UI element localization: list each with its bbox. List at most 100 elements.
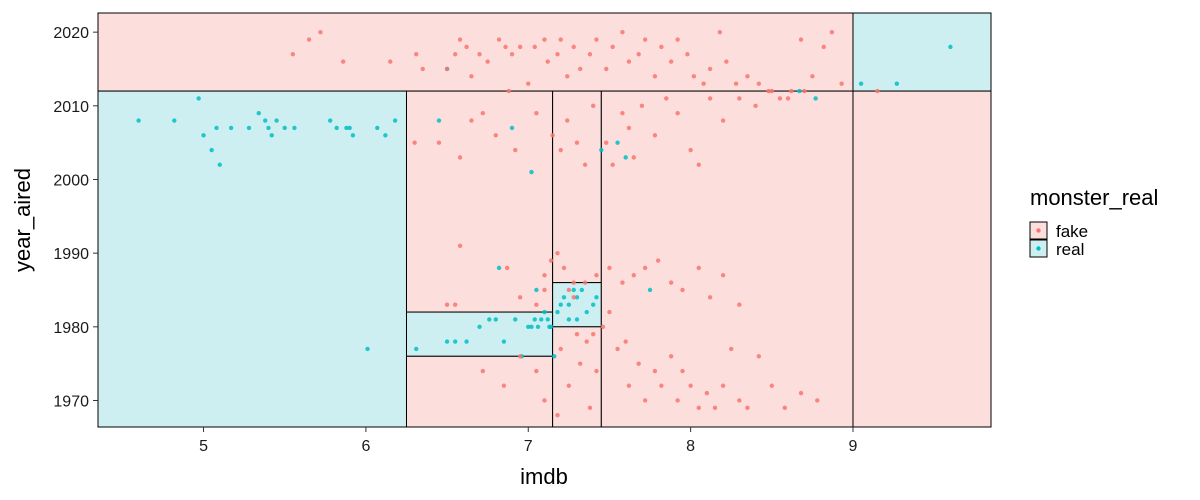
point-real-47: [558, 302, 563, 307]
point-fake-42: [707, 66, 713, 72]
point-fake-96: [571, 280, 576, 285]
point-real-66: [647, 287, 653, 293]
point-fake-86: [753, 103, 758, 109]
y-tick-label-1970: 1970: [53, 393, 89, 410]
point-fake-153: [566, 287, 572, 293]
point-fake-125: [642, 398, 648, 403]
point-real-22: [383, 133, 388, 138]
point-fake-100: [620, 280, 625, 285]
point-fake-114: [542, 287, 547, 293]
point-fake-62: [493, 133, 498, 138]
point-fake-128: [668, 354, 674, 359]
point-real-61: [529, 169, 534, 175]
point-fake-34: [642, 37, 648, 42]
point-fake-77: [639, 103, 645, 109]
point-fake-97: [582, 280, 588, 285]
point-fake-79: [664, 96, 669, 101]
point-fake-91: [504, 265, 510, 271]
point-real-35: [513, 317, 518, 322]
point-fake-38: [675, 37, 680, 42]
x-axis: 5 6 7 8 9: [199, 427, 858, 455]
point-fake-122: [623, 339, 628, 344]
legend-label-fake: fake: [1056, 222, 1088, 241]
point-fake-147: [534, 368, 539, 374]
point-real-49: [566, 302, 572, 307]
point-fake-139: [756, 354, 762, 359]
point-fake-138: [745, 405, 750, 411]
x-tick-label-6: 6: [361, 438, 370, 455]
point-fake-152: [587, 405, 593, 411]
point-fake-31: [620, 29, 625, 35]
point-fake-27: [587, 52, 593, 57]
legend-title: monster_real: [1030, 185, 1158, 210]
point-real-6: [217, 162, 222, 167]
point-fake-13: [485, 59, 490, 64]
point-fake-142: [798, 390, 804, 396]
legend-key-dot-real: [1036, 246, 1041, 251]
point-fake-70: [582, 162, 588, 167]
point-real-27: [414, 346, 419, 352]
point-fake-53: [821, 44, 826, 50]
point-real-21: [375, 125, 380, 131]
point-real-34: [501, 339, 507, 344]
point-fake-60: [469, 118, 474, 123]
point-fake-3: [340, 59, 346, 64]
point-fake-150: [566, 383, 572, 388]
point-real-65: [623, 155, 628, 160]
point-fake-75: [626, 125, 632, 131]
point-fake-154: [571, 295, 576, 300]
point-fake-22: [555, 52, 560, 57]
point-fake-115: [558, 346, 563, 352]
point-fake-30: [610, 44, 615, 50]
point-real-52: [579, 287, 585, 293]
point-real-45: [548, 324, 554, 330]
point-real-70: [894, 81, 900, 86]
point-real-15: [292, 125, 297, 131]
point-fake-8: [453, 52, 458, 57]
point-fake-141: [782, 405, 787, 411]
point-real-41: [539, 317, 544, 322]
point-real-16: [327, 118, 333, 123]
x-tick-label-7: 7: [524, 438, 533, 455]
point-real-19: [347, 125, 352, 131]
point-fake-51: [798, 37, 804, 42]
point-fake-76: [631, 155, 636, 160]
point-fake-110: [444, 302, 450, 307]
point-fake-127: [659, 383, 664, 388]
point-fake-83: [707, 96, 713, 101]
point-fake-14: [496, 37, 502, 42]
region-fake-0: [97, 12, 854, 92]
point-fake-113: [534, 302, 539, 307]
point-fake-58: [436, 140, 442, 145]
legend-item-real: real: [1029, 239, 1084, 259]
legend-key-dot-fake: [1036, 228, 1041, 233]
point-real-24: [365, 346, 370, 352]
region-fake-8: [552, 326, 602, 428]
point-fake-104: [668, 280, 674, 285]
point-fake-59: [457, 155, 463, 160]
point-fake-65: [534, 110, 539, 116]
point-fake-66: [550, 133, 555, 138]
point-fake-37: [668, 59, 674, 64]
point-fake-89: [802, 88, 807, 94]
point-fake-7: [444, 66, 450, 72]
point-real-32: [487, 317, 492, 322]
y-tick-label-2000: 2000: [53, 172, 89, 189]
point-fake-132: [696, 405, 701, 411]
point-fake-80: [675, 110, 680, 116]
point-real-60: [496, 265, 502, 271]
point-real-12: [269, 133, 274, 138]
point-real-2: [196, 96, 201, 101]
point-fake-10: [464, 44, 469, 50]
point-fake-28: [594, 37, 599, 42]
point-fake-129: [675, 398, 680, 403]
region-fake-9: [600, 90, 854, 428]
point-real-57: [574, 317, 580, 322]
point-real-8: [246, 125, 252, 131]
y-axis-title: year_aired: [10, 168, 35, 272]
point-fake-116: [574, 331, 580, 337]
point-real-1: [172, 118, 177, 123]
point-fake-5: [414, 52, 419, 57]
region-fake-5: [405, 355, 554, 428]
